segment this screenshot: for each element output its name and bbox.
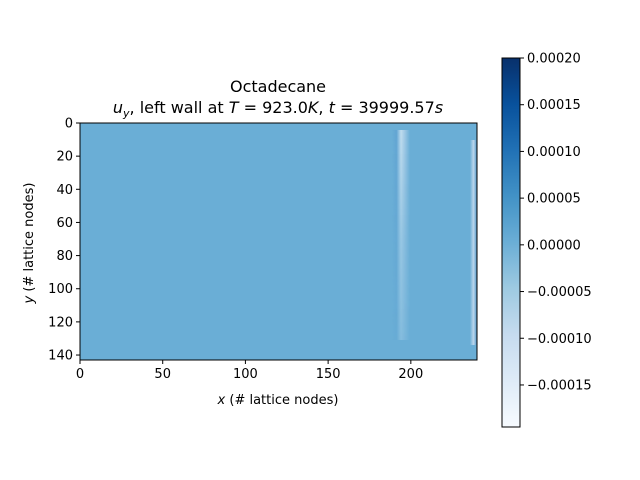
subtitle-separator: ,	[318, 98, 328, 117]
subtitle-T-unit: K	[308, 98, 320, 117]
colorbar	[501, 57, 521, 428]
y-tick-label: 100	[48, 282, 73, 297]
subtitle-t-symbol: t	[329, 98, 336, 117]
y-tick-label: 60	[56, 216, 73, 231]
colorbar-tick-label: −0.00015	[527, 378, 592, 393]
x-tick-label: 50	[154, 367, 171, 382]
colorbar-tick-label: 0.00005	[527, 192, 581, 207]
colorbar-tick-label: 0.00000	[527, 238, 581, 253]
y-tick-label: 80	[56, 249, 73, 264]
colorbar-tick-label: 0.00015	[527, 98, 581, 113]
x-axis-ticks: 0 50 100 150 200	[76, 360, 423, 382]
heatmap-background	[80, 123, 477, 360]
subtitle-t-value: = 39999.57	[335, 98, 435, 117]
colorbar-tick-label: 0.00020	[527, 52, 581, 67]
heatmap-field	[80, 123, 477, 360]
plot-frame	[79, 122, 478, 361]
x-tick-label: 100	[233, 367, 258, 382]
y-tick-label: 0	[65, 117, 73, 132]
subtitle-t-unit: s	[435, 98, 443, 117]
x-tick-label: 0	[76, 367, 84, 382]
y-axis-label-var: y	[22, 295, 37, 304]
colorbar-tick-label: −0.00005	[527, 285, 592, 300]
subtitle-var-sub: y	[122, 107, 130, 120]
subtitle-T-value: = 923.0	[239, 98, 308, 117]
subtitle-mid: , left wall at	[130, 98, 229, 117]
y-axis-label: y (# lattice nodes)	[22, 183, 37, 305]
y-axis-ticks: 0 20 40 60 80 100 120 140	[48, 117, 80, 364]
y-tick-label: 140	[48, 349, 73, 364]
phase-front-dark-band	[392, 130, 410, 340]
chart-title: Octadecane	[230, 77, 326, 96]
y-tick-label: 20	[56, 150, 73, 165]
colorbar-tick-label: −0.00010	[527, 332, 592, 347]
colorbar-tick-label: 0.00010	[527, 145, 581, 160]
right-edge-band	[470, 140, 477, 345]
subtitle-T-symbol: T	[229, 98, 240, 117]
x-axis-label-rest: (# lattice nodes)	[225, 393, 338, 408]
y-axis-label-rest: (# lattice nodes)	[22, 183, 37, 296]
x-axis-label-var: x	[217, 393, 226, 408]
x-tick-label: 200	[398, 367, 423, 382]
subtitle-var-base: u	[113, 98, 123, 117]
y-tick-label: 40	[56, 183, 73, 198]
x-tick-label: 150	[316, 367, 341, 382]
y-tick-label: 120	[48, 315, 73, 330]
colorbar-ticks: 0.00020 0.00015 0.00010 0.00005 0.00000 −0.00…	[520, 52, 592, 393]
x-axis-label: x (# lattice nodes)	[217, 393, 339, 408]
chart-subtitle: uy, left wall at T = 923.0K, t = 39999.5…	[113, 98, 443, 120]
